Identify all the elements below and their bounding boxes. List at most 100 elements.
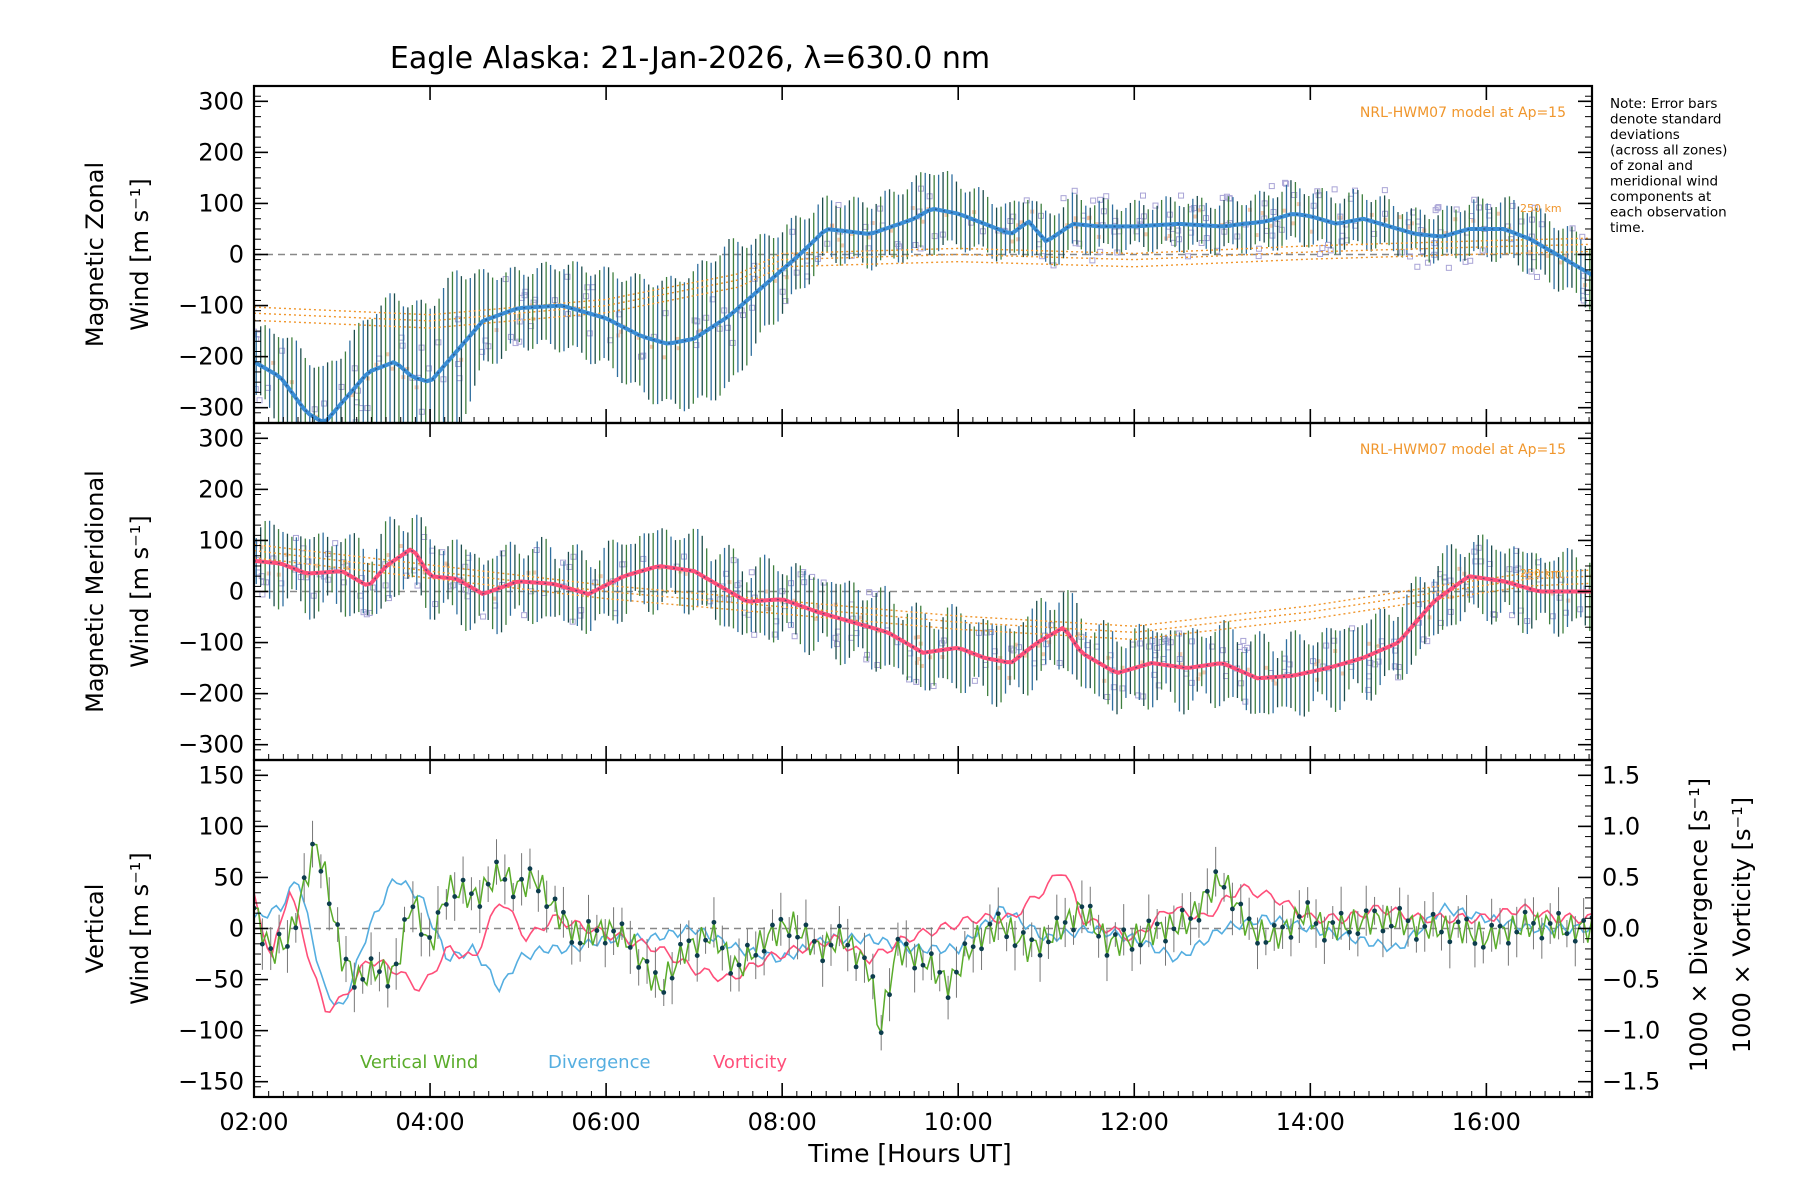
zone-point	[1260, 210, 1265, 215]
scatter-point	[1175, 227, 1182, 234]
vertical-wind-point	[1531, 920, 1536, 926]
model-label: NRL-HWM07 model at Ap=15	[1360, 105, 1566, 121]
scatter-point	[1152, 202, 1159, 209]
zone-point	[1383, 217, 1388, 222]
scatter-point	[1139, 192, 1146, 199]
vertical-wind-point	[310, 841, 315, 847]
scatter-point	[971, 677, 978, 684]
vorticity-line	[254, 874, 1592, 1014]
x-tick-label: 10:00	[924, 1108, 993, 1136]
vertical-wind-point	[878, 1030, 884, 1036]
zone-point	[867, 235, 872, 240]
y-tick-label: 0	[229, 915, 244, 943]
scatter-point	[874, 661, 881, 668]
chart-title: Eagle Alaska: 21-Jan-2026, λ=630.0 nm	[390, 41, 990, 76]
plot-area-meridional	[254, 514, 1592, 717]
zone-point	[649, 344, 654, 349]
vertical-wind-point	[1263, 940, 1269, 945]
vertical-wind-point	[1154, 921, 1160, 927]
zone-point	[772, 278, 777, 283]
vertical-wind-point	[460, 877, 466, 883]
note-line: each observation	[1610, 205, 1727, 221]
scatter-point	[586, 330, 593, 337]
note-line: denote standard	[1610, 112, 1721, 128]
vertical-wind-point	[1388, 923, 1394, 929]
zone-point	[1558, 260, 1563, 265]
zone-point	[1397, 215, 1402, 220]
vertical-wind-point	[1071, 927, 1076, 933]
vertical-wind-point	[1581, 918, 1587, 923]
x-tick-label: 04:00	[395, 1108, 464, 1136]
vertical-wind-point	[1497, 923, 1503, 929]
vertical-wind-point	[1330, 920, 1336, 925]
panel-zonal: NRL-HWM07 model at Ap=15 250 km −300 −200 −1…	[81, 84, 1594, 437]
zone-point	[1140, 660, 1145, 665]
zone-point	[764, 607, 769, 612]
zone-point	[1406, 225, 1411, 230]
scatter-point	[1434, 205, 1441, 212]
vertical-wind-point	[1020, 930, 1026, 935]
scatter-point	[1556, 594, 1563, 601]
vertical-wind-point	[1363, 908, 1369, 914]
model-line	[254, 543, 1592, 627]
zone-point	[266, 571, 271, 576]
scatter-point	[263, 579, 270, 586]
vertical-wind-point	[1112, 932, 1118, 937]
vertical-wind-point	[1146, 918, 1152, 924]
vertical-wind-point	[937, 969, 943, 975]
vertical-wind-point	[1547, 921, 1553, 926]
scatter-point	[1432, 207, 1439, 214]
y2-tick-label: 0.0	[1602, 915, 1640, 943]
x-tick-label: 02:00	[219, 1108, 288, 1136]
scatter-point	[256, 397, 263, 404]
zone-point	[1196, 676, 1201, 681]
scatter-point	[439, 549, 446, 556]
x-axis-label: Time [Hours UT]	[807, 1139, 1011, 1168]
vertical-wind-point	[1522, 909, 1528, 915]
zone-point	[1178, 652, 1183, 657]
scatter-point	[1414, 263, 1421, 270]
vertical-wind-point	[1556, 910, 1561, 916]
vertical-wind-point	[1296, 914, 1302, 919]
zone-point	[532, 570, 537, 575]
model-line	[254, 557, 1592, 641]
note-line: of zonal and	[1610, 158, 1693, 174]
vertical-wind-point	[728, 971, 734, 976]
vertical-wind-point	[895, 936, 901, 942]
scatter-point	[1010, 213, 1017, 220]
zone-point	[1310, 229, 1315, 234]
series-line-meridional	[254, 547, 1592, 681]
vertical-wind-point	[694, 953, 700, 958]
vertical-wind-point	[510, 894, 516, 900]
vertical-wind-point	[828, 942, 834, 948]
vertical-wind-point	[1564, 931, 1570, 937]
vertical-wind-point	[519, 876, 524, 882]
scatter-point	[912, 241, 919, 248]
zone-point	[1291, 221, 1296, 226]
scatter-point	[308, 432, 313, 437]
vertical-wind-point	[853, 964, 859, 970]
scatter-point	[1050, 262, 1057, 269]
vertical-wind-point	[669, 975, 675, 981]
scatter-point	[1391, 663, 1398, 670]
zone-point	[919, 663, 924, 668]
scatter-point	[1327, 247, 1334, 254]
vertical-wind-point	[1087, 903, 1093, 909]
vertical-wind-point	[485, 881, 491, 887]
vertical-wind-point	[351, 984, 357, 990]
scatter-point	[1509, 612, 1516, 619]
scatter-point	[738, 307, 745, 314]
scatter-point	[1447, 577, 1454, 584]
vertical-wind-point	[1213, 869, 1219, 875]
vertical-wind-point	[1054, 915, 1060, 921]
vertical-wind-point	[920, 962, 926, 968]
zone-point	[998, 656, 1003, 661]
scatter-point	[1424, 259, 1431, 266]
scatter-point	[385, 595, 392, 602]
panel-frame	[252, 84, 1594, 425]
scatter-point	[835, 202, 842, 209]
scatter-point	[1110, 684, 1117, 691]
y-tick-label: 100	[198, 526, 244, 554]
